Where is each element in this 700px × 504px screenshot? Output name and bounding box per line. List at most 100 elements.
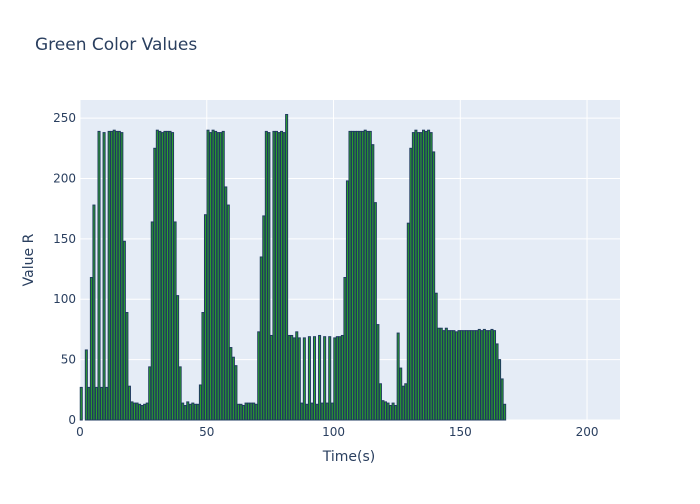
x-axis-ticks: 0 50 100 150 200 [76,425,598,439]
bar [422,129,426,421]
bar [348,130,352,421]
bar [444,327,448,421]
bar [432,151,436,421]
bar [143,403,147,421]
bar [351,130,355,421]
bar [122,240,126,421]
bar [92,204,96,421]
bar [135,402,139,421]
bar [117,130,121,421]
bar [168,130,172,421]
bar [201,312,205,421]
bar [186,401,190,421]
bar [307,336,311,421]
y-tick-label: 100 [53,292,76,306]
bar [328,336,332,421]
bar [368,130,372,421]
bar [140,405,144,421]
bar [84,349,88,421]
bar [178,366,182,421]
bar [414,129,418,421]
bar [236,403,240,421]
bar [234,365,238,421]
bars [79,113,507,421]
bar [366,130,370,421]
bar [406,222,410,421]
y-tick-label: 250 [53,111,76,125]
bar [477,328,481,421]
bar [272,130,276,421]
bar [467,330,471,421]
bar [181,402,185,421]
bar [343,277,347,421]
x-tick-label: 200 [576,425,599,439]
bar [176,295,180,421]
bar [120,132,124,421]
bar [115,130,119,421]
bar [333,337,337,421]
bar [356,130,360,421]
bar [358,130,362,421]
bar [282,132,286,421]
bar [160,132,164,421]
bar [498,359,502,421]
bar [449,330,453,421]
bar [338,336,342,421]
bar [239,403,243,421]
bar [155,129,159,421]
bar [492,330,497,421]
bar [105,386,109,421]
bar [434,292,438,421]
x-tick-label: 0 [76,425,84,439]
bar [257,331,261,421]
bar [482,328,486,421]
bar [87,386,91,421]
bar [216,132,220,421]
bar [500,378,504,421]
bar [378,383,382,421]
bar [361,130,365,421]
bar [214,130,218,421]
bar [480,330,484,421]
bar [107,130,111,421]
bar [127,385,131,421]
bar [300,402,304,421]
y-tick-label: 200 [53,171,76,185]
bar [305,403,309,421]
bar [310,402,314,421]
bar [145,402,149,421]
bar [302,337,306,421]
bar [485,330,489,421]
bar [292,337,296,421]
bar [102,132,106,421]
bar [404,383,408,421]
bar [259,256,263,421]
bar [264,130,268,421]
bar [503,403,507,421]
bar [274,130,278,421]
bar [100,386,104,421]
bar [437,327,441,421]
bar [110,130,114,421]
bar [487,330,491,421]
x-tick-label: 50 [199,425,214,439]
bar [97,130,101,421]
bar [280,130,284,421]
bar [345,180,349,421]
bar [206,129,210,421]
bar [94,386,98,421]
bar [209,132,213,421]
bar [252,402,256,421]
bar [424,130,428,421]
bar [132,402,137,421]
bar [462,330,466,421]
bar [297,337,301,421]
bar [376,324,380,421]
bar [442,330,446,421]
bar [173,221,177,421]
bar [89,277,93,421]
bar [295,331,299,421]
bar [262,215,266,421]
bar [490,328,494,421]
bar [335,336,339,421]
